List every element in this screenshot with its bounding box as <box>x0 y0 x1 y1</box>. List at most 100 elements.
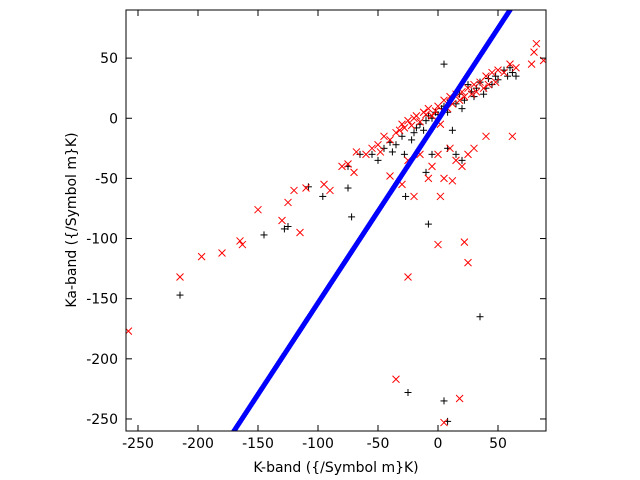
data-point <box>458 162 466 171</box>
data-point <box>512 63 520 72</box>
data-point <box>416 118 424 126</box>
data-point <box>460 96 468 104</box>
data-point <box>344 160 352 168</box>
data-point <box>376 148 385 156</box>
data-point <box>368 150 376 158</box>
data-point <box>479 84 488 93</box>
data-point <box>410 192 418 201</box>
data-point <box>422 168 430 176</box>
series-plus <box>176 60 520 425</box>
x-tick-label: -100 <box>302 436 334 452</box>
data-point <box>440 60 448 68</box>
x-tick-label: 50 <box>489 436 507 452</box>
data-point <box>458 105 466 113</box>
data-point <box>404 273 412 281</box>
data-point <box>290 186 298 195</box>
x-axis-label: K-band ({/Symbol m}K) <box>253 460 418 476</box>
data-point <box>455 394 464 403</box>
data-point <box>464 258 472 267</box>
data-point <box>296 228 304 237</box>
data-point <box>428 162 436 171</box>
y-axis-label: Ka-band ({/Symbol m}K) <box>64 132 80 307</box>
data-point <box>348 213 356 221</box>
data-point <box>392 375 400 384</box>
data-point <box>422 110 430 119</box>
x-tick-label: -200 <box>182 436 214 452</box>
data-point <box>508 132 517 141</box>
data-point <box>464 81 472 89</box>
data-point <box>338 162 346 171</box>
data-point <box>448 176 457 185</box>
data-point <box>460 238 469 247</box>
plot-frame <box>125 9 547 432</box>
data-point <box>428 111 436 120</box>
data-point <box>280 225 288 233</box>
x-tick-label: 0 <box>434 436 443 452</box>
data-point <box>488 81 496 89</box>
data-point <box>424 174 433 183</box>
data-point <box>440 174 448 183</box>
data-point <box>424 220 432 228</box>
data-point <box>254 205 262 214</box>
data-point <box>176 291 184 299</box>
data-point <box>284 223 292 231</box>
data-point <box>527 60 536 68</box>
data-point <box>476 78 484 87</box>
data-point <box>420 126 428 134</box>
data-point <box>368 144 376 153</box>
data-point <box>395 126 404 135</box>
data-point <box>434 240 442 249</box>
data-point <box>436 192 445 201</box>
y-tick-label: -250 <box>86 412 118 428</box>
series-cross <box>126 39 546 427</box>
data-point <box>398 120 406 129</box>
data-point <box>320 180 328 189</box>
y-tick-label: 0 <box>109 111 118 127</box>
data-point <box>530 48 538 56</box>
y-tick-label: -100 <box>86 232 118 248</box>
data-point <box>238 240 247 249</box>
data-point <box>302 184 310 192</box>
data-point <box>482 132 490 141</box>
data-point <box>408 136 416 144</box>
data-point <box>284 198 292 207</box>
data-point <box>452 150 460 158</box>
data-point <box>434 150 442 159</box>
data-point <box>380 144 388 152</box>
data-point <box>506 60 514 68</box>
data-point <box>467 90 476 99</box>
data-point <box>386 172 394 180</box>
data-point <box>374 156 382 164</box>
x-tick-label: -250 <box>122 436 154 452</box>
data-point <box>440 397 448 405</box>
data-point <box>400 124 409 132</box>
data-point <box>380 132 388 141</box>
data-point <box>176 273 184 281</box>
series-dot <box>231 10 513 431</box>
data-point <box>494 66 502 74</box>
data-point <box>386 136 394 144</box>
data-point <box>424 104 433 113</box>
data-point <box>374 140 382 149</box>
data-point <box>488 68 496 77</box>
data-point <box>362 150 370 159</box>
data-point <box>218 249 226 257</box>
data-point <box>458 156 466 164</box>
data-point <box>319 192 327 200</box>
data-point <box>504 72 512 80</box>
data-point <box>482 72 490 81</box>
y-tick-label: -200 <box>86 352 118 368</box>
data-point <box>532 39 541 48</box>
data-point <box>446 144 454 153</box>
data-point <box>410 129 418 137</box>
data-point <box>398 132 406 140</box>
data-point <box>472 87 481 96</box>
y-tick-label: 50 <box>100 51 118 67</box>
data-point <box>424 112 432 120</box>
data-point <box>356 150 364 158</box>
data-point <box>506 64 514 72</box>
data-point <box>452 100 460 108</box>
data-point <box>304 183 312 191</box>
data-point <box>388 148 396 156</box>
